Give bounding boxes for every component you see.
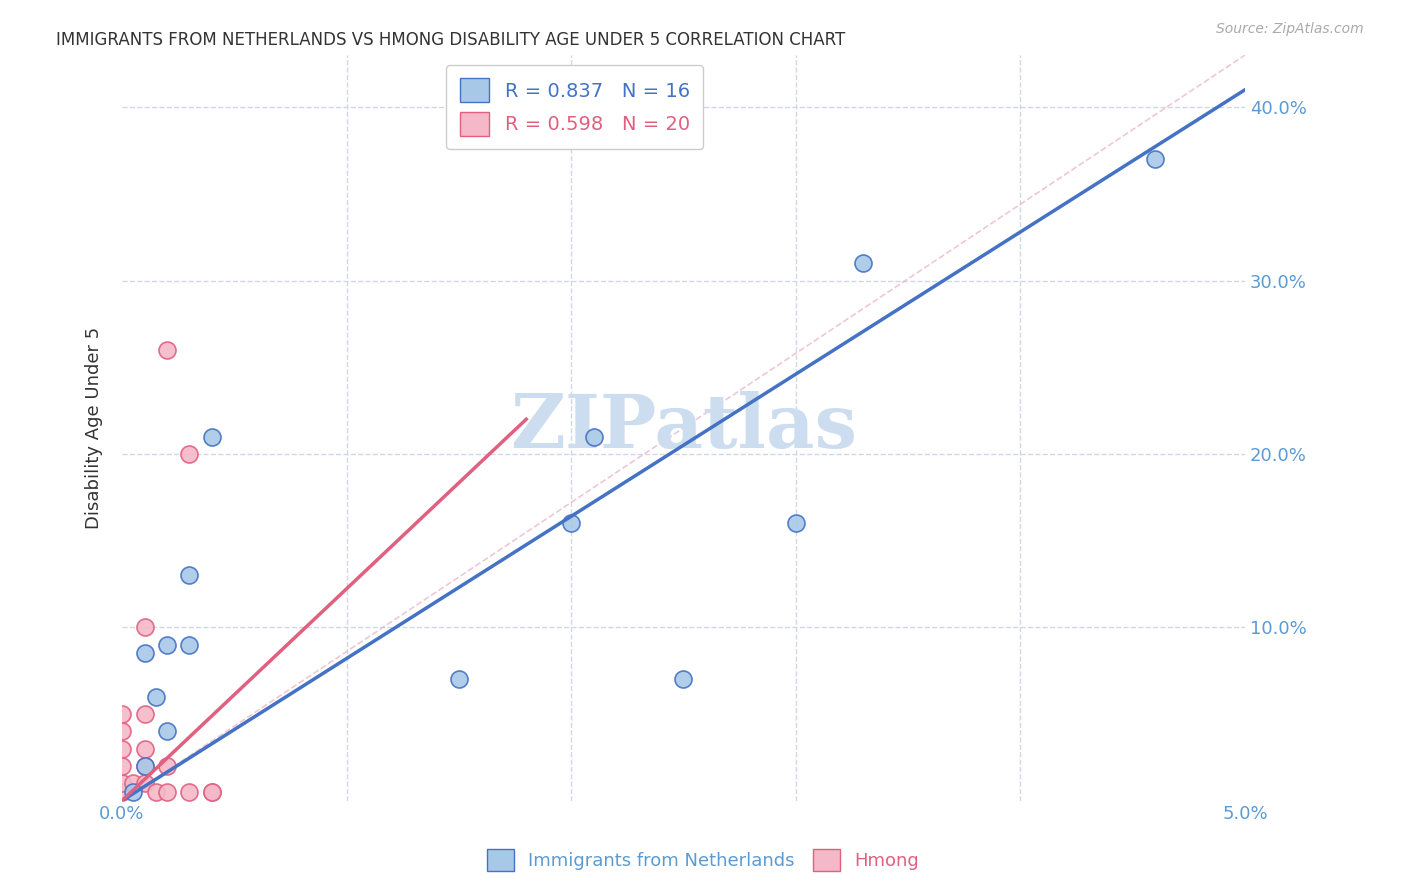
Point [201, 785, 224, 799]
Point [134, 620, 156, 634]
Point [156, 343, 179, 357]
Point [447, 673, 470, 687]
Point [156, 638, 179, 652]
Text: IMMIGRANTS FROM NETHERLANDS VS HMONG DISABILITY AGE UNDER 5 CORRELATION CHART: IMMIGRANTS FROM NETHERLANDS VS HMONG DIS… [56, 31, 845, 49]
Y-axis label: Disability Age Under 5: Disability Age Under 5 [86, 326, 103, 529]
Point [201, 785, 224, 799]
Point [582, 429, 605, 443]
Point [134, 741, 156, 756]
Point [111, 776, 134, 790]
Point [111, 741, 134, 756]
Point [560, 516, 582, 531]
Text: ZIPatlas: ZIPatlas [510, 392, 858, 465]
Point [145, 785, 167, 799]
Legend: R = 0.837   N = 16, R = 0.598   N = 20: R = 0.837 N = 16, R = 0.598 N = 20 [446, 65, 703, 149]
Point [122, 776, 145, 790]
Point [852, 256, 875, 270]
Point [145, 690, 167, 704]
Point [179, 447, 201, 461]
Point [111, 724, 134, 739]
Point [179, 785, 201, 799]
Point [111, 706, 134, 721]
Point [1144, 152, 1167, 166]
Point [134, 776, 156, 790]
Legend: Immigrants from Netherlands, Hmong: Immigrants from Netherlands, Hmong [479, 842, 927, 879]
Point [179, 568, 201, 582]
Point [179, 638, 201, 652]
Point [111, 759, 134, 773]
Point [134, 759, 156, 773]
Point [134, 706, 156, 721]
Point [122, 785, 145, 799]
Point [156, 785, 179, 799]
Point [201, 429, 224, 443]
Point [156, 759, 179, 773]
Point [111, 785, 134, 799]
Point [672, 673, 695, 687]
Point [156, 724, 179, 739]
Point [785, 516, 807, 531]
Point [134, 759, 156, 773]
Point [134, 646, 156, 660]
Text: Source: ZipAtlas.com: Source: ZipAtlas.com [1216, 22, 1364, 37]
